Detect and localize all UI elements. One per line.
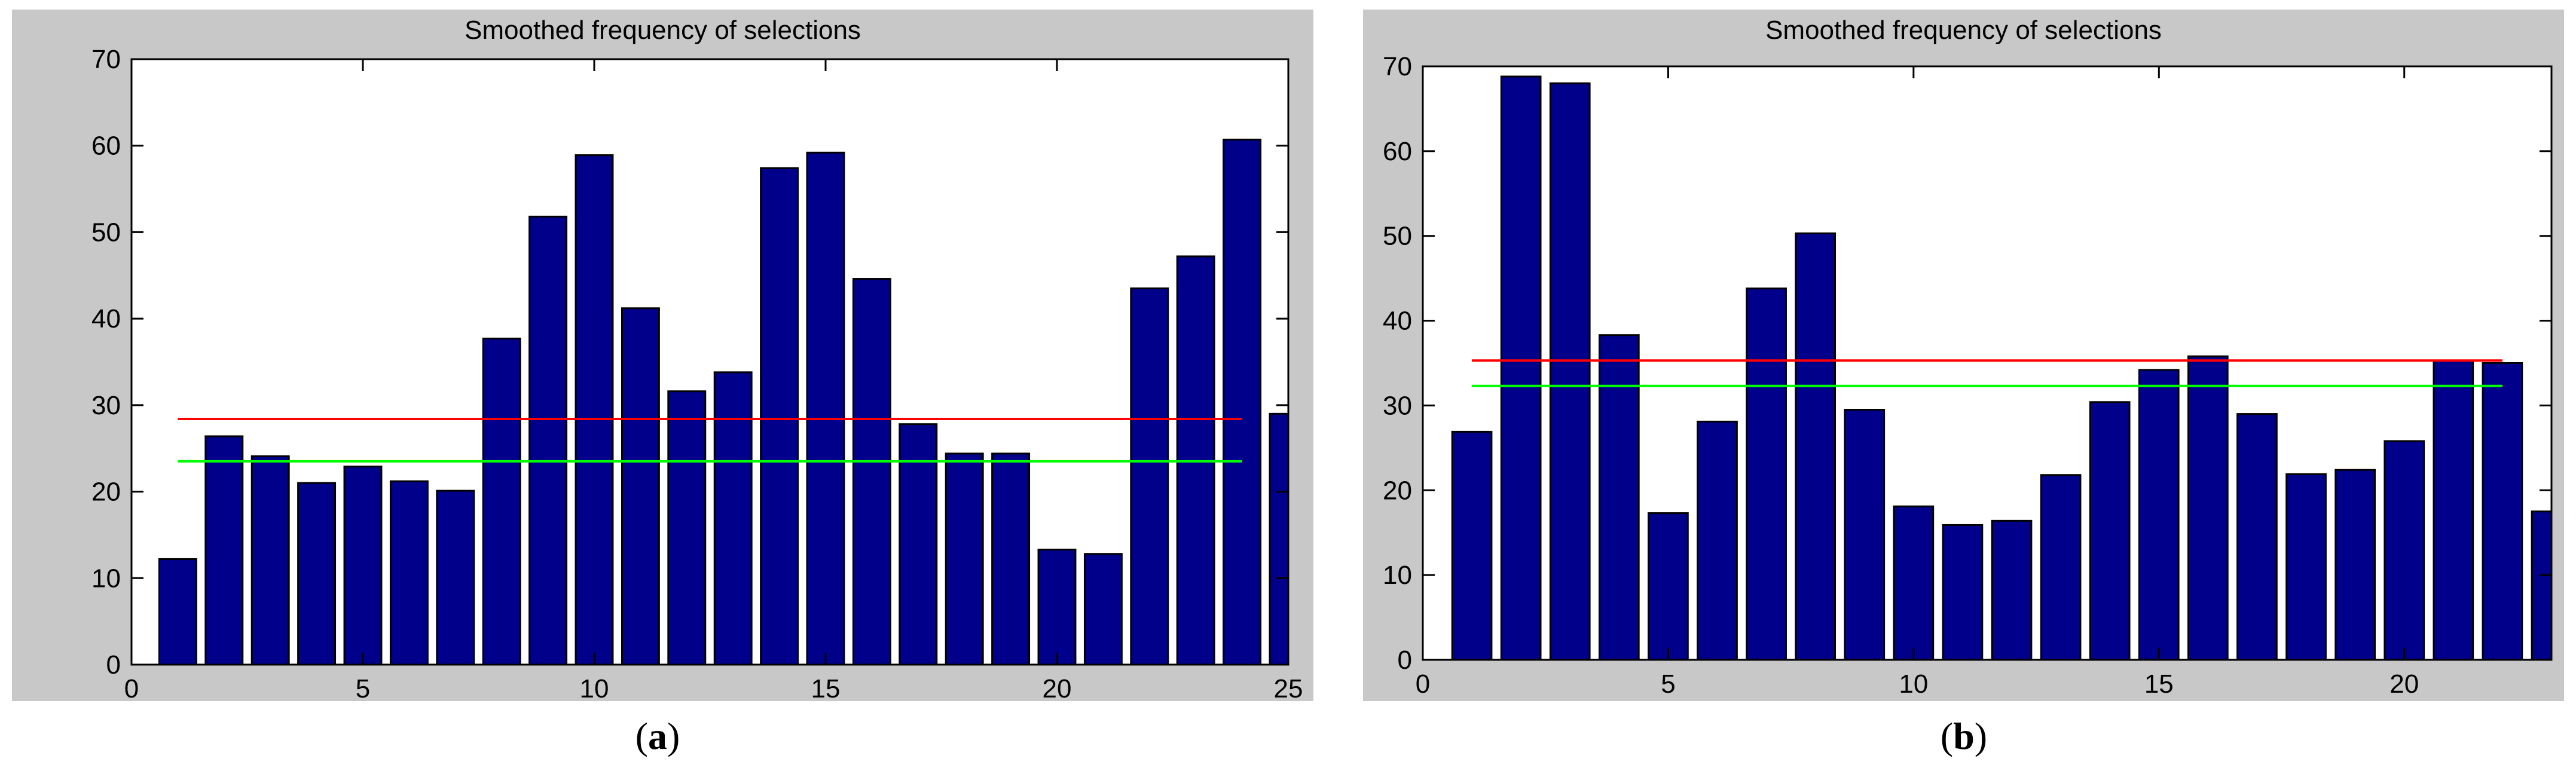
plot-frame [130,58,1289,666]
y-tick-label: 40 [91,304,121,334]
chart-title: Smoothed frequency of selections [465,16,861,45]
bar [667,390,707,665]
bar [1500,75,1542,660]
bar [1451,430,1493,660]
plot-frame [1422,65,2553,661]
y-tick-label: 70 [91,45,121,74]
x-tick-label: 20 [1043,674,1072,701]
bar [2384,440,2425,660]
panel-label-b-letter: b [1953,715,1975,757]
x-tick-label: 0 [124,674,139,701]
bar [945,452,984,665]
y-tick-label: 20 [91,478,121,507]
bar [389,480,429,665]
bar [1269,412,1288,665]
chart-title: Smoothed frequency of selections [1765,16,2162,45]
x-tick-label: 15 [811,674,841,701]
x-tick-label: 25 [1274,674,1303,701]
x-tick-label: 10 [1899,669,1928,699]
bar-chart-a: 0 10 20 30 40 50 60 70 0 5 10 15 20 25 [91,45,1303,701]
bar [204,435,244,665]
bar [760,167,799,665]
bar [436,489,475,665]
bar [1648,512,1689,660]
bar [2334,469,2376,660]
x-tick-label: 20 [2389,669,2419,699]
bar [899,423,938,665]
bar [1697,420,1738,660]
bar [2040,474,2082,660]
x-tick-label: 5 [356,674,370,701]
bar [621,307,660,665]
bar [2138,369,2180,660]
bar [297,482,337,665]
bar [1795,232,1836,660]
bar [1083,553,1123,665]
bar [1223,139,1262,665]
bar [250,455,290,665]
y-tick-label: 60 [91,131,121,161]
x-tick-label: 10 [580,674,609,701]
bar [2089,401,2131,660]
bar [343,466,383,665]
bar [1893,505,1935,660]
bar [2482,362,2523,660]
bar [1037,549,1077,665]
chart-panel-a: Smoothed frequency of selections 0 10 20 30… [12,10,1313,701]
y-tick-label: 10 [91,564,121,593]
bars-group [158,139,1288,665]
bar [2187,355,2229,660]
y-tick-label: 70 [1383,52,1412,81]
x-tick-label: 0 [1416,669,1430,699]
y-tick-label: 0 [106,650,121,680]
bar [1844,409,1886,660]
bar [1746,287,1787,660]
bar [2236,413,2278,660]
bar [158,558,197,665]
bars-group [1451,75,2551,660]
y-tick-label: 10 [1383,561,1412,590]
bar [991,452,1031,665]
bar [2433,359,2474,660]
bar-chart-b: 0 10 20 30 40 50 60 70 0 5 10 15 20 [1383,52,2553,699]
bar [1942,524,1984,660]
chart-panel-b: Smoothed frequency of selections 0 10 20 30… [1363,10,2564,701]
bar [2531,510,2551,660]
bar [1599,334,1640,660]
y-tick-label: 30 [1383,391,1412,420]
bar [575,154,614,665]
y-tick-label: 30 [91,391,121,420]
bar [1991,519,2033,660]
y-tick-label: 50 [91,218,121,247]
bar [1549,82,1591,660]
panel-label-a: (a) [635,715,680,757]
y-tick-label: 20 [1383,476,1412,505]
y-tick-label: 0 [1398,645,1412,675]
panel-label-a-letter: a [648,715,667,757]
bar [806,151,845,665]
bar [2285,473,2327,660]
bar [852,278,891,665]
y-tick-label: 40 [1383,307,1412,336]
bar [713,371,753,665]
bar [482,337,521,665]
panel-label-b: (b) [1940,715,1988,757]
plot-area [1423,66,2551,660]
y-tick-label: 60 [1383,137,1412,166]
x-tick-label: 15 [2144,669,2174,699]
y-tick-label: 50 [1383,222,1412,251]
x-tick-label: 5 [1661,669,1675,699]
bar [1130,287,1169,665]
bar [528,215,568,665]
